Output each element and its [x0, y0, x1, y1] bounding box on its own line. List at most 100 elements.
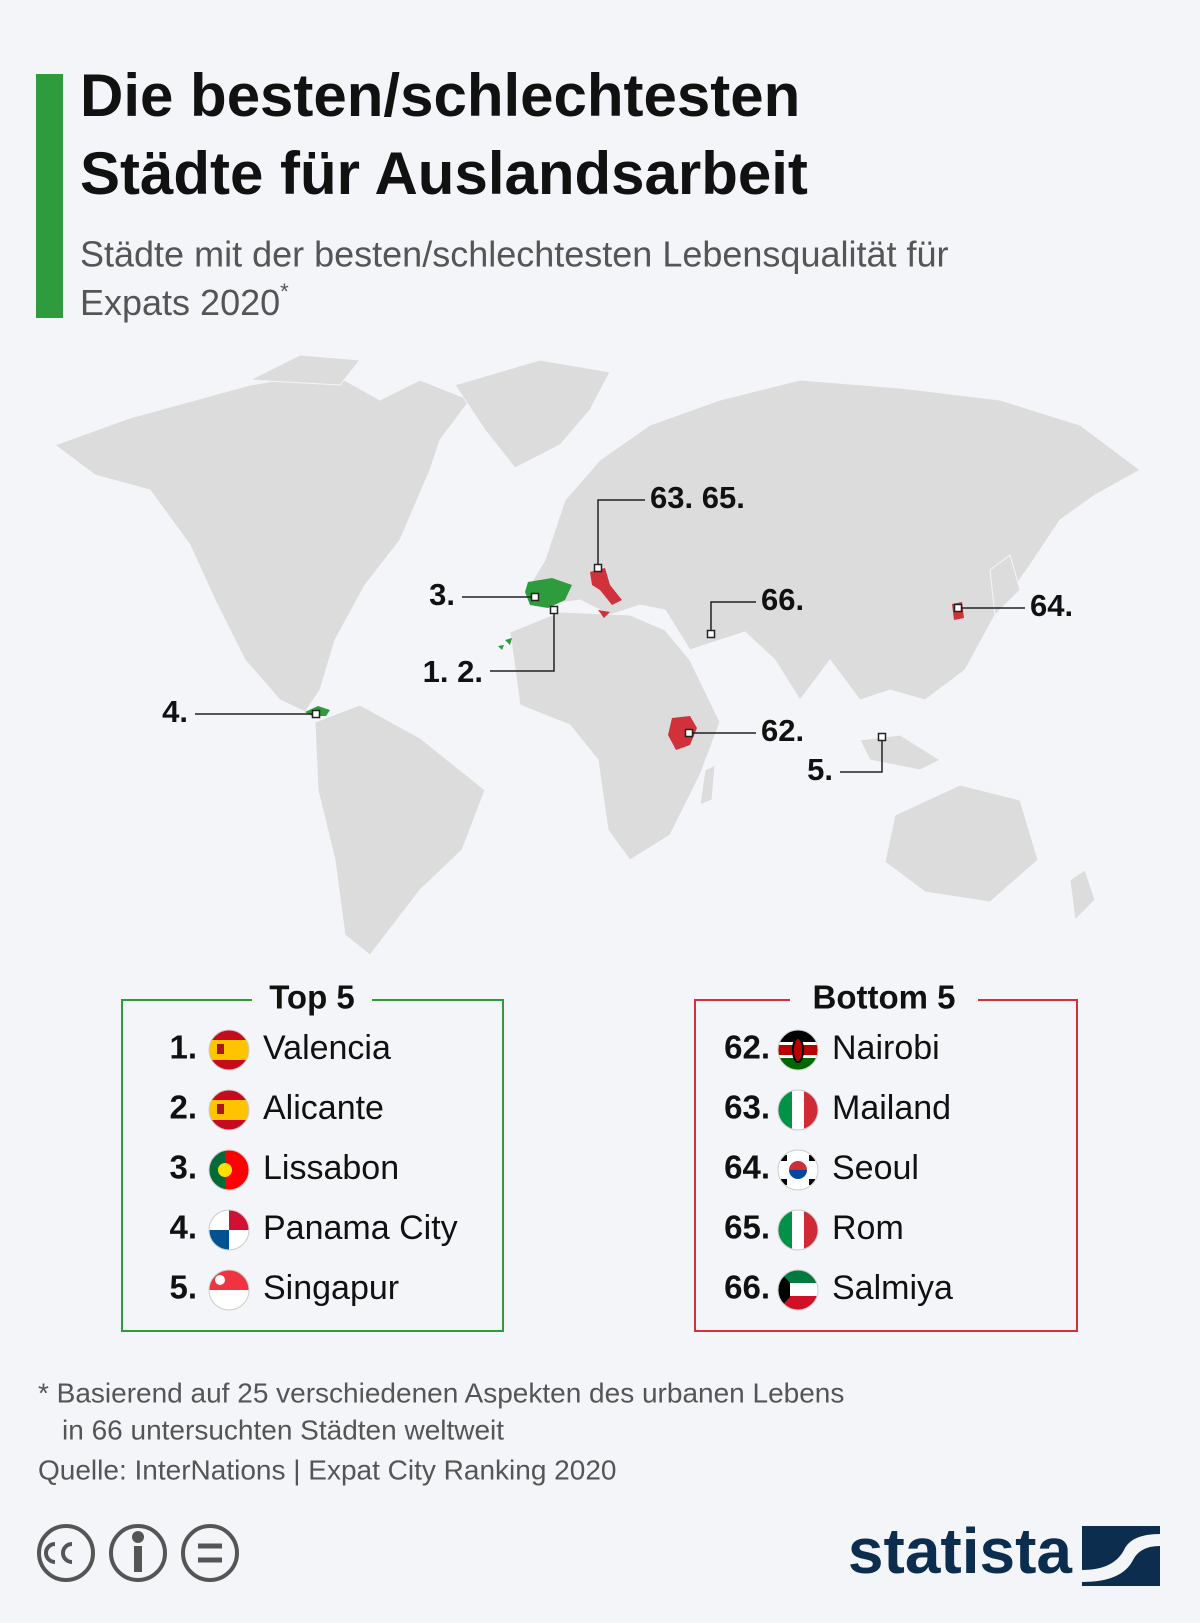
rank: 65.	[724, 1209, 770, 1246]
flag-part	[809, 1179, 815, 1185]
city: Salmiya	[832, 1269, 953, 1307]
land	[248, 354, 361, 386]
subtitle: Expats 2020	[80, 282, 280, 323]
flag-part	[781, 1179, 787, 1185]
flag	[209, 1210, 249, 1250]
source: Quelle: InterNations | Expat City Rankin…	[38, 1454, 616, 1485]
flag-outline	[777, 1089, 819, 1131]
flag-part	[209, 1040, 249, 1060]
land	[699, 764, 716, 806]
map-label: 64.	[1030, 588, 1073, 623]
map-label: 5.	[807, 752, 833, 787]
leader-line	[840, 737, 883, 773]
flag-part	[792, 1037, 804, 1063]
leader-marker	[684, 728, 694, 738]
box-title: Top 5	[269, 979, 355, 1016]
subtitle: Expats 2020*	[80, 279, 289, 323]
leader-marker	[953, 603, 963, 613]
flag-outline	[777, 1209, 819, 1251]
world-map	[53, 354, 1141, 956]
city: Alicante	[263, 1089, 384, 1127]
land	[859, 734, 942, 771]
flag-part	[778, 1030, 818, 1043]
flag-part	[789, 1161, 807, 1170]
icon	[109, 1524, 167, 1582]
flag-part	[778, 1210, 792, 1250]
city: Nairobi	[832, 1029, 940, 1067]
box-gap	[790, 985, 978, 1015]
flag-part	[209, 1270, 249, 1290]
rank: 64.	[724, 1149, 770, 1186]
flag	[209, 1150, 249, 1190]
icon	[132, 1531, 144, 1543]
flag	[778, 1210, 818, 1250]
country-highlight	[498, 638, 512, 650]
flag	[209, 1030, 249, 1070]
flag-part	[778, 1296, 818, 1310]
accent-bar	[36, 74, 63, 318]
land	[454, 359, 611, 469]
flag-part	[809, 1155, 815, 1161]
rank: 3.	[169, 1149, 197, 1186]
flag	[778, 1030, 818, 1070]
icon	[198, 1543, 222, 1563]
land	[989, 554, 1021, 617]
city: Mailand	[832, 1089, 951, 1127]
map-label: 3.	[429, 577, 455, 612]
flag-part	[209, 1150, 225, 1190]
rank: 66.	[724, 1269, 770, 1306]
rank: 2.	[169, 1089, 197, 1126]
leader-marker	[311, 709, 321, 719]
leader-marker	[530, 592, 540, 602]
flag-part	[218, 1163, 232, 1177]
icon	[37, 1524, 95, 1582]
leader-line	[597, 499, 645, 568]
flag-outline	[777, 1269, 819, 1311]
flag	[778, 1270, 818, 1310]
city: Lissabon	[263, 1149, 399, 1187]
city: Rom	[832, 1209, 904, 1247]
map-label: 62.	[761, 713, 804, 748]
land	[529, 379, 1141, 701]
rank: 62.	[724, 1029, 770, 1066]
leader-marker	[593, 563, 603, 573]
city: Singapur	[263, 1269, 399, 1307]
leader-line	[490, 610, 555, 672]
map-label: 63. 65.	[650, 480, 745, 515]
flag-outline	[208, 1209, 250, 1251]
box-title: Bottom 5	[813, 979, 956, 1016]
flag-part	[217, 1044, 224, 1054]
leader-line	[710, 601, 756, 634]
country-highlight	[590, 568, 622, 618]
city: Valencia	[263, 1029, 391, 1067]
rank: 1.	[169, 1029, 197, 1066]
box-gap	[252, 985, 372, 1015]
flag-part	[778, 1090, 792, 1130]
flag-outline	[777, 1029, 819, 1071]
land	[884, 784, 1039, 903]
brand-logo	[1082, 1534, 1160, 1582]
subtitle: Städte mit der besten/schlechtesten Lebe…	[80, 234, 949, 275]
leader-marker	[706, 629, 716, 639]
flag-part	[789, 1170, 807, 1179]
flag	[209, 1090, 249, 1130]
flag-part	[804, 1210, 818, 1250]
city: Panama City	[263, 1209, 458, 1247]
map-label: 4.	[162, 694, 188, 729]
flag-part	[217, 1104, 224, 1114]
city: Seoul	[832, 1149, 919, 1187]
title: Die besten/schlechtesten	[80, 62, 800, 129]
flag-outline	[208, 1029, 250, 1071]
title: Städte für Auslandsarbeit	[80, 140, 808, 207]
flag-outline	[208, 1269, 250, 1311]
land	[1069, 869, 1096, 922]
flag-part	[804, 1090, 818, 1130]
map-label: 66.	[761, 582, 804, 617]
flag-part	[778, 1270, 818, 1284]
land	[314, 704, 486, 956]
flag-outline	[208, 1149, 250, 1191]
land	[53, 371, 471, 713]
land	[509, 611, 721, 861]
